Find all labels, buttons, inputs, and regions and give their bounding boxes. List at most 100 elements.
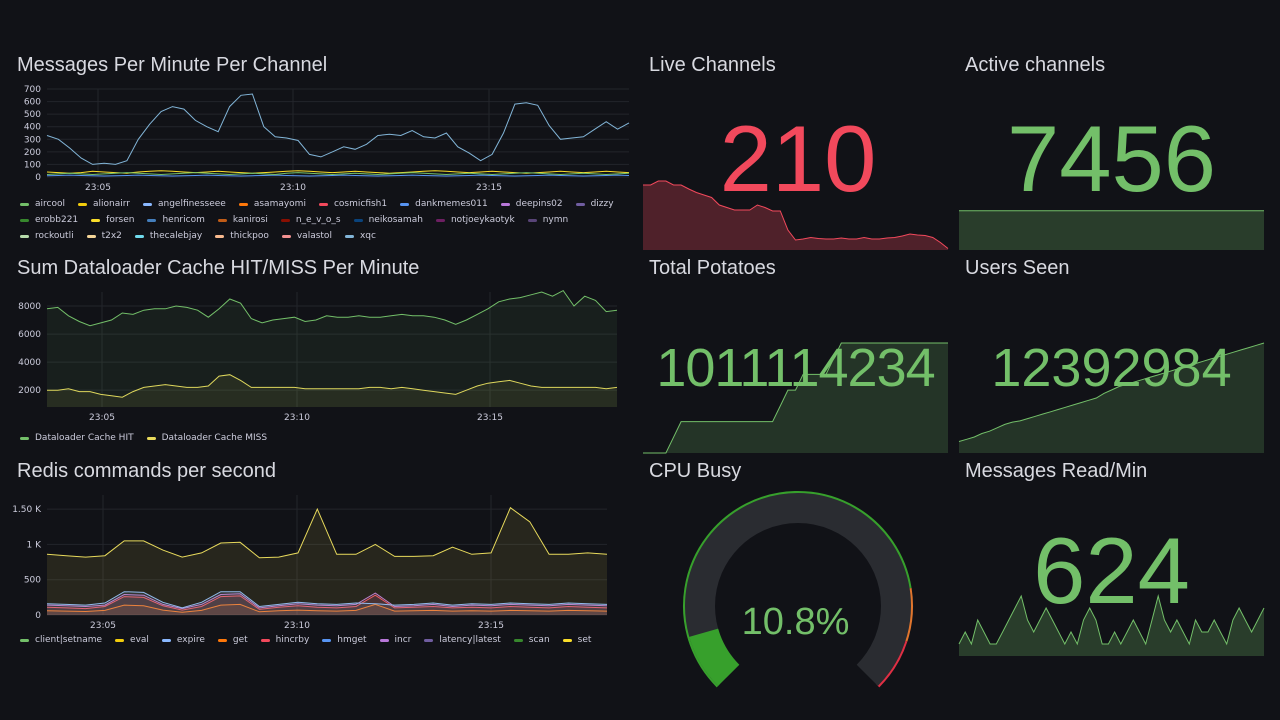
legend-swatch bbox=[215, 234, 225, 238]
y-tick-label: 500 bbox=[24, 576, 41, 586]
legend-label: notjoeykaotyk bbox=[450, 215, 515, 225]
legend-swatch bbox=[147, 218, 157, 222]
dataloader-chart[interactable]: 8000 6000 4000 2000 23:05 23:10 23:15 bbox=[17, 287, 629, 437]
legend-item[interactable]: notjoeykaotyk bbox=[435, 215, 515, 225]
legend-item[interactable]: dankmemes011 bbox=[400, 199, 488, 209]
series-area bbox=[47, 595, 607, 615]
users-seen-value: 12392984 bbox=[991, 338, 1232, 398]
series-line bbox=[46, 591, 608, 609]
gauge-value-arc bbox=[689, 628, 740, 686]
legend-item[interactable]: Dataloader Cache HIT bbox=[20, 433, 134, 443]
x-tick-label: 23:15 bbox=[477, 413, 503, 423]
legend-item[interactable]: hincrby bbox=[260, 635, 310, 645]
legend-swatch bbox=[318, 202, 328, 206]
panel-title: Users Seen bbox=[965, 257, 1070, 279]
legend-label: scan bbox=[528, 635, 550, 645]
y-tick-label: 4000 bbox=[18, 358, 41, 368]
legend-item[interactable]: erobb221 bbox=[20, 215, 78, 225]
legend-swatch bbox=[146, 436, 156, 440]
legend-item[interactable]: deepins02 bbox=[500, 199, 563, 209]
sparkline-line bbox=[958, 594, 1265, 646]
legend-item[interactable]: nymn bbox=[527, 215, 569, 225]
x-tick-label: 23:15 bbox=[478, 621, 504, 631]
legend-item[interactable]: kanirosi bbox=[217, 215, 268, 225]
legend-item[interactable]: set bbox=[562, 635, 592, 645]
legend-swatch bbox=[500, 202, 510, 206]
legend-item[interactable]: scan bbox=[513, 635, 550, 645]
series-area bbox=[47, 507, 607, 615]
redis-chart[interactable]: 1.50 K 1 K 500 0 23:05 23:10 23:15 bbox=[12, 490, 629, 640]
panel-title: Live Channels bbox=[649, 54, 776, 76]
legend-label: client|setname bbox=[35, 635, 103, 645]
active-channels-value: 7456 bbox=[1006, 106, 1217, 211]
sparkline-area bbox=[959, 343, 1264, 453]
legend-item[interactable]: thecalebjay bbox=[134, 231, 202, 241]
y-tick-label: 8000 bbox=[18, 302, 41, 312]
legend-swatch bbox=[217, 218, 227, 222]
legend-item[interactable]: thickpoo bbox=[215, 231, 269, 241]
series-line bbox=[47, 374, 618, 398]
legend-swatch bbox=[260, 638, 270, 642]
x-tick-label: 23:10 bbox=[284, 621, 310, 631]
legend-item[interactable]: aircool bbox=[20, 199, 65, 209]
legend-swatch bbox=[435, 218, 445, 222]
series-line bbox=[46, 93, 630, 165]
legend-label: deepins02 bbox=[515, 199, 563, 209]
legend-item[interactable]: Dataloader Cache MISS bbox=[146, 433, 267, 443]
legend-label: valastol bbox=[296, 231, 332, 241]
legend-item[interactable]: n_e_v_o_s bbox=[280, 215, 341, 225]
legend-label: eval bbox=[130, 635, 149, 645]
messages-chart[interactable]: 700 600 500 400 300 200 100 0 23:05 23:10 23:15 bbox=[17, 84, 630, 224]
legend-swatch bbox=[238, 202, 248, 206]
sparkline-area bbox=[643, 181, 948, 250]
legend-label: kanirosi bbox=[232, 215, 268, 225]
series-line bbox=[46, 172, 630, 176]
legend-item[interactable]: valastol bbox=[281, 231, 332, 241]
x-tick-label: 23:05 bbox=[90, 621, 116, 631]
legend-label: angelfinesseee bbox=[157, 199, 226, 209]
legend-item[interactable]: incr bbox=[379, 635, 411, 645]
legend-item[interactable]: dizzy bbox=[575, 199, 614, 209]
legend-label: hincrby bbox=[275, 635, 310, 645]
panel-title: Redis commands per second bbox=[17, 460, 277, 482]
legend-item[interactable]: neikosamah bbox=[353, 215, 423, 225]
live-channels-value: 210 bbox=[719, 106, 877, 211]
legend-item[interactable]: get bbox=[217, 635, 248, 645]
legend-swatch bbox=[134, 234, 144, 238]
legend-label: set bbox=[577, 635, 592, 645]
legend-item[interactable]: latency|latest bbox=[424, 635, 501, 645]
panel-title: Active channels bbox=[965, 54, 1106, 76]
series-line bbox=[46, 506, 608, 559]
legend-item[interactable]: angelfinesseee bbox=[142, 199, 226, 209]
y-tick-label: 100 bbox=[24, 160, 41, 170]
legend-swatch bbox=[513, 638, 523, 642]
sparkline-line bbox=[643, 180, 949, 249]
legend-label: n_e_v_o_s bbox=[295, 215, 341, 225]
y-tick-label: 300 bbox=[24, 135, 41, 145]
legend-label: expire bbox=[176, 635, 205, 645]
legend-label: erobb221 bbox=[35, 215, 79, 225]
y-tick-label: 1.50 K bbox=[12, 505, 42, 515]
legend-item[interactable]: henricom bbox=[147, 215, 205, 225]
legend-item[interactable]: t2x2 bbox=[86, 231, 122, 241]
legend-item[interactable]: asamayomi bbox=[238, 199, 306, 209]
legend-swatch bbox=[575, 202, 585, 206]
legend-item[interactable]: hmget bbox=[322, 635, 367, 645]
legend-label: cosmicfish1 bbox=[333, 199, 388, 209]
series-line bbox=[46, 592, 608, 610]
legend-label: nymn bbox=[542, 215, 569, 225]
legend-item[interactable]: expire bbox=[161, 635, 205, 645]
legend-swatch bbox=[400, 202, 410, 206]
legend-swatch bbox=[86, 234, 96, 238]
legend-item[interactable]: cosmicfish1 bbox=[318, 199, 388, 209]
legend-item[interactable]: client|setname bbox=[20, 635, 102, 645]
legend-item[interactable]: eval bbox=[115, 635, 149, 645]
messages-read-value: 624 bbox=[1033, 518, 1190, 623]
legend-item[interactable]: xqc bbox=[344, 231, 376, 241]
legend-item[interactable]: alionairr bbox=[77, 199, 130, 209]
legend-item[interactable]: forsen bbox=[91, 215, 134, 225]
y-tick-label: 6000 bbox=[18, 330, 41, 340]
legend-swatch bbox=[280, 218, 290, 222]
series-line bbox=[46, 289, 618, 327]
legend-item[interactable]: rockoutli bbox=[20, 231, 74, 241]
